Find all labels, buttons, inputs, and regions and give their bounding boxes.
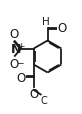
Text: O: O [16,71,25,84]
Text: −: − [16,58,24,67]
Text: +: + [17,42,25,51]
Text: O: O [58,22,67,35]
Text: O: O [10,27,19,40]
Text: N: N [10,43,21,55]
Text: H: H [42,16,50,26]
Text: O: O [10,58,19,71]
Text: O: O [29,87,38,100]
Text: C: C [41,95,48,105]
